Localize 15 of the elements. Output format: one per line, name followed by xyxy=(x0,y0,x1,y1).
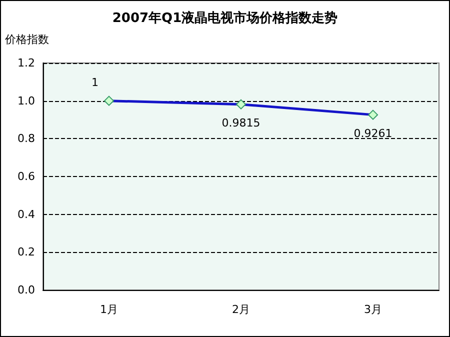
data-label: 1 xyxy=(92,76,98,89)
data-label: 0.9261 xyxy=(354,126,392,140)
x-tick-label: 2月 xyxy=(232,303,250,316)
y-tick-label: 0.2 xyxy=(18,246,35,259)
y-tick-label: 0.6 xyxy=(18,170,35,183)
y-tick-label: 0.8 xyxy=(18,132,35,146)
y-tick-label: 0.4 xyxy=(18,208,35,221)
data-label: 0.9815 xyxy=(222,116,260,130)
y-tick-label: 1.2 xyxy=(18,56,35,70)
chart-title: 2007年Q1液晶电视市场价格指数走势 xyxy=(112,10,338,26)
y-tick-label: 0.0 xyxy=(18,284,35,296)
y-axis-title: 价格指数 xyxy=(4,33,49,46)
y-tick-label: 1.0 xyxy=(18,94,35,108)
x-tick-label: 1月 xyxy=(100,303,118,316)
x-tick-label: 3月 xyxy=(364,303,382,316)
